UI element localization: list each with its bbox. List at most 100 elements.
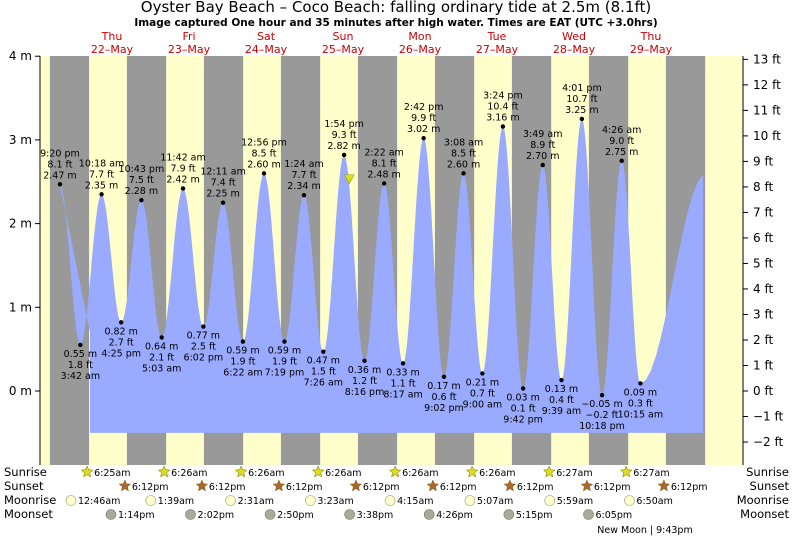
high-tide-time: 1:24 am: [284, 159, 323, 170]
low-tide-ft: 1.2 ft: [352, 376, 377, 387]
high-tide-time: 1:54 pm: [324, 119, 364, 130]
low-tide-m: 0.59 m: [268, 346, 301, 357]
high-tide-label: 10:43 pm7.5 ft2.28 m: [119, 164, 164, 203]
high-tide-label: 2:42 pm9.9 ft3.02 m: [404, 102, 444, 141]
high-tide-ft: 7.7 ft: [89, 169, 114, 180]
moonrise-icon: [65, 495, 77, 506]
low-tide-time: 10:18 pm: [579, 421, 625, 432]
low-tide-m: 0.36 m: [348, 365, 381, 376]
high-tide-ft: 8.1 ft: [47, 159, 72, 170]
sunrise-time: 6:26am: [479, 468, 515, 479]
left-axis-tick-label: 4 m: [9, 49, 32, 63]
low-tide-ft: 2.5 ft: [191, 342, 216, 353]
tide-extreme-point: [559, 377, 564, 383]
day-date-label: 26–May: [399, 43, 442, 56]
sunset-icon: [272, 479, 286, 492]
moonset-time: 2:02pm: [198, 510, 235, 521]
high-tide-time: 2:22 am: [364, 147, 403, 158]
sunset-time: 6:12pm: [132, 482, 169, 493]
right-axis-tick-label: 11 ft: [753, 103, 781, 117]
low-tide-ft: 0.7 ft: [470, 388, 495, 399]
low-tide-time: 6:02 pm: [184, 353, 224, 364]
high-tide-time: 4:26 am: [602, 125, 641, 136]
day-weekday-label: Wed: [562, 30, 586, 43]
high-tide-ft: 8.5 ft: [451, 148, 476, 159]
day-weekday-label: Sun: [333, 30, 354, 43]
tide-extreme-point: [461, 171, 466, 176]
high-tide-ft: 10.7 ft: [566, 94, 597, 105]
day-weekday-label: Sat: [257, 30, 276, 43]
high-tide-time: 9:20 pm: [40, 148, 80, 159]
low-tide-m: 0.09 m: [624, 387, 657, 398]
low-tide-m: 0.77 m: [187, 331, 220, 342]
right-axis-tick-label: 13 ft: [753, 52, 781, 66]
low-tide-m: −0.05 m: [581, 399, 622, 410]
high-tide-m: 2.25 m: [206, 189, 239, 200]
sunrise-icon: [234, 465, 248, 478]
day-date-label: 28–May: [553, 43, 596, 56]
low-tide-time: 8:16 pm: [345, 387, 385, 398]
night-band: [49, 56, 90, 465]
moonrise-icon: [464, 495, 476, 506]
low-tide-ft: 2.7 ft: [109, 337, 134, 348]
high-tide-time: 10:18 am: [79, 158, 124, 169]
low-tide-ft: 2.1 ft: [149, 352, 174, 363]
moonset-row-label: Moonset: [4, 507, 53, 521]
sunset-icon: [580, 479, 594, 492]
day-weekday-label: Mon: [408, 30, 431, 43]
low-tide-label: 0.59 m1.9 ft7:19 pm: [265, 339, 304, 379]
moonset-icon: [105, 509, 117, 520]
sunset-time: 6:12pm: [286, 482, 323, 493]
high-tide-label: 3:49 am8.9 ft2.70 m: [523, 129, 562, 168]
day-weekday-label: Thu: [640, 30, 662, 43]
low-tide-m: 0.47 m: [307, 356, 340, 367]
sunrise-icon: [388, 465, 402, 478]
moonset-time: 5:15pm: [516, 510, 553, 521]
sunrise-time: 6:26am: [171, 468, 207, 479]
high-tide-time: 2:42 pm: [404, 102, 444, 113]
high-tide-label: 2:22 am8.1 ft2.48 m: [364, 147, 404, 186]
tide-extreme-point: [99, 192, 104, 197]
high-tide-ft: 10.4 ft: [487, 102, 518, 113]
day-date-label: 24–May: [245, 43, 288, 56]
tide-extreme-point: [240, 339, 246, 344]
high-tide-label: 3:08 am8.5 ft2.60 m: [444, 137, 483, 176]
tide-extreme-point: [201, 324, 206, 329]
moonrise-time: 6:50am: [636, 496, 672, 507]
sunset-row-label: Sunset: [4, 479, 44, 493]
right-axis-tick-label: 2 ft: [753, 333, 773, 347]
low-tide-m: 0.03 m: [506, 392, 539, 403]
low-tide-ft: 1.5 ft: [311, 367, 336, 378]
low-tide-m: 0.17 m: [427, 381, 460, 392]
right-axis-tick-label: −1 ft: [753, 410, 784, 424]
tide-extreme-point: [400, 361, 406, 366]
moonrise-icon: [544, 495, 555, 506]
tide-extreme-point: [540, 162, 545, 168]
high-tide-label: 9:20 pm8.1 ft2.47 m: [40, 148, 80, 187]
low-tide-m: 0.13 m: [545, 384, 578, 395]
low-tide-label: 0.82 m2.7 ft4:25 pm: [101, 320, 141, 359]
low-tide-time: 6:22 am: [223, 368, 262, 379]
high-tide-time: 4:01 pm: [562, 83, 602, 94]
high-tide-ft: 9.3 ft: [332, 130, 357, 141]
tide-extreme-point: [261, 171, 267, 176]
moonrise-icon: [384, 495, 396, 506]
sunrise-row-label-right: Sunrise: [746, 465, 789, 479]
sunset-time: 6:12pm: [440, 482, 477, 493]
high-tide-m: 2.70 m: [526, 151, 559, 162]
sunrise-row-label: Sunrise: [4, 465, 47, 479]
low-tide-m: 0.55 m: [64, 349, 97, 360]
low-tide-ft: 0.3 ft: [628, 398, 653, 409]
sunrise-time: 6:26am: [248, 468, 284, 479]
right-axis-tick-label: 8 ft: [753, 180, 773, 194]
high-tide-m: 2.60 m: [447, 159, 480, 170]
tide-extreme-point: [619, 158, 624, 164]
day-date-label: 23–May: [168, 43, 211, 56]
high-tide-ft: 9.9 ft: [411, 113, 436, 124]
low-tide-time: 10:15 am: [618, 409, 663, 420]
tide-extreme-point: [57, 182, 63, 187]
high-tide-ft: 8.9 ft: [530, 140, 555, 151]
moonset-time: 6:05pm: [596, 510, 633, 521]
